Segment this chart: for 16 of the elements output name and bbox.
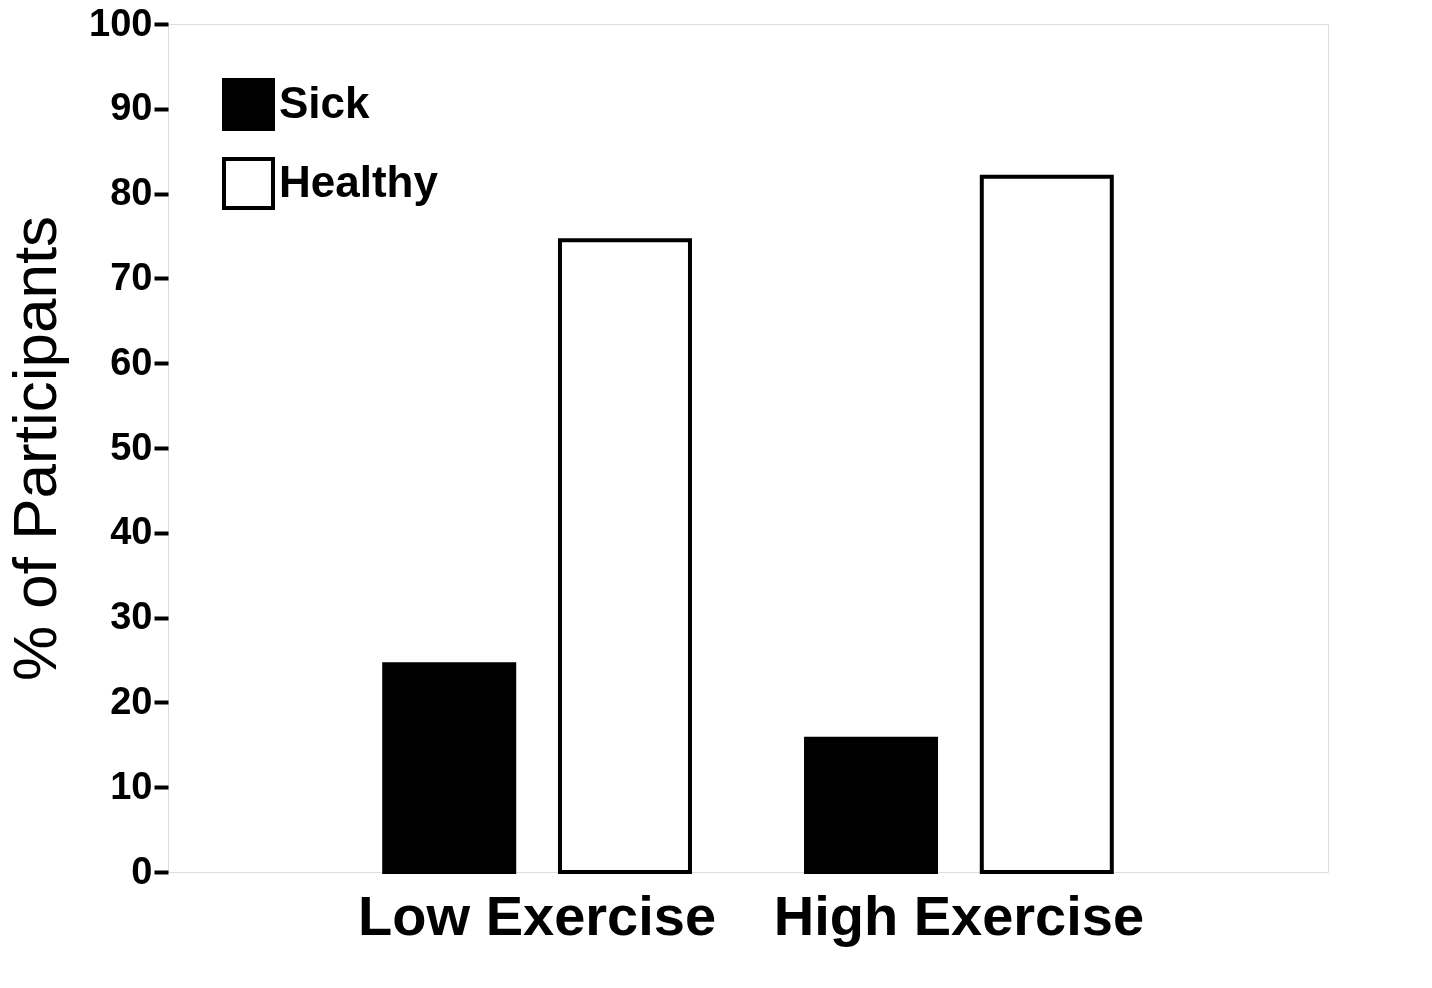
y-tick-label: 90	[110, 86, 153, 129]
y-tick-label: 50	[110, 425, 153, 468]
y-tick-label: 100	[89, 1, 153, 44]
y-tick-label: 80	[110, 171, 153, 214]
x-tick-label: High Exercise	[773, 883, 1145, 947]
y-tick-label: 20	[110, 679, 153, 722]
legend-label: Healthy	[279, 156, 439, 206]
y-tick-label: 0	[131, 849, 153, 892]
y-tick-label: 70	[110, 255, 153, 298]
y-tick-label: 10	[110, 764, 153, 807]
legend-label: Sick	[279, 77, 371, 127]
y-tick-label: 30	[110, 595, 153, 638]
y-tick-label: 60	[110, 340, 153, 383]
y-axis-title: % of Participants	[0, 215, 70, 682]
y-tick-label: 40	[110, 510, 153, 553]
x-tick-label: Low Exercise	[358, 883, 717, 947]
